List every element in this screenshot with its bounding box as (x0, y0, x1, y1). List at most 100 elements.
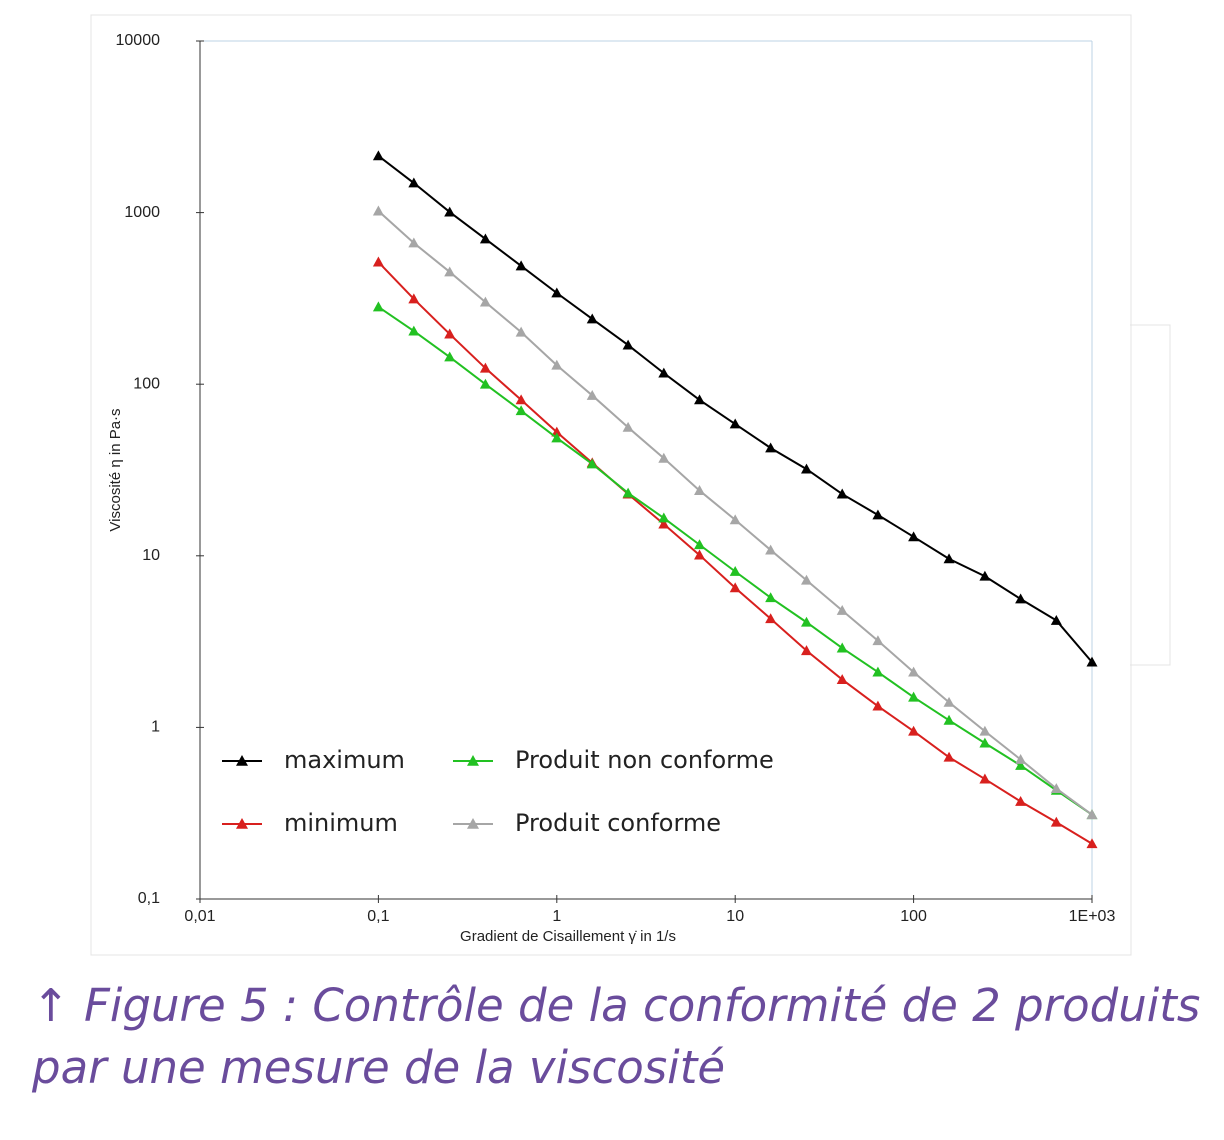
x-tick-label: 100 (900, 908, 927, 925)
data-point (908, 531, 920, 542)
data-point (515, 260, 527, 271)
y-tick-label: 10000 (116, 32, 161, 49)
y-tick-label: 1000 (124, 204, 160, 221)
data-point (622, 487, 634, 498)
data-point (979, 570, 991, 581)
data-point (872, 635, 884, 646)
data-point (801, 616, 813, 627)
data-point (1050, 816, 1062, 827)
y-tick-label: 1 (151, 719, 160, 736)
data-point (872, 666, 884, 677)
data-point (729, 418, 741, 429)
data-point (694, 485, 706, 495)
data-point (408, 293, 420, 304)
data-point (551, 359, 563, 370)
legend-marker (236, 818, 248, 829)
data-point (836, 604, 848, 615)
x-tick-label: 0,1 (367, 908, 389, 925)
data-point (658, 367, 670, 378)
data-point (658, 512, 670, 523)
data-point (1086, 838, 1098, 849)
data-point (765, 592, 777, 603)
data-point (979, 737, 991, 748)
chart-frame (90, 14, 1132, 956)
data-point (551, 287, 563, 298)
x-tick-label: 1E+03 (1069, 908, 1116, 925)
data-point (801, 645, 813, 656)
data-point (444, 206, 456, 217)
data-point (694, 549, 706, 560)
data-point (872, 700, 884, 711)
data-point (515, 326, 527, 337)
data-point (872, 509, 884, 520)
data-point (622, 339, 634, 350)
data-point (622, 421, 634, 432)
data-point (372, 256, 384, 267)
data-point (658, 518, 670, 529)
data-point (551, 432, 563, 443)
legend-label: Produit conforme (515, 809, 721, 837)
data-point (836, 488, 848, 499)
data-point (444, 266, 456, 277)
data-point (943, 696, 955, 707)
data-point (765, 442, 777, 453)
frame-decoration (1130, 324, 1171, 666)
legend-marker (467, 755, 479, 766)
x-tick-label: 10 (726, 908, 744, 925)
caption-line: ↑ Figure 5 : Contrôle de la conformité d… (32, 979, 1201, 1032)
data-point (836, 674, 848, 684)
data-point (979, 725, 991, 736)
data-point (801, 574, 813, 585)
x-axis-label: Gradient de Cisaillement γ̇ in 1/s (460, 928, 676, 945)
data-point (586, 458, 598, 469)
data-point (729, 566, 741, 576)
y-tick-label: 10 (142, 547, 160, 564)
data-point (729, 582, 741, 593)
data-point (1050, 783, 1062, 793)
x-tick-label: 0,01 (184, 908, 215, 925)
legend-label: Produit non conforme (515, 746, 774, 774)
data-point (408, 237, 420, 248)
data-point (479, 362, 491, 373)
data-point (765, 544, 777, 555)
caption-line: par une mesure de la viscosité (32, 1041, 726, 1094)
legend-label: minimum (284, 809, 398, 837)
data-point (729, 514, 741, 525)
data-point (1015, 759, 1027, 770)
chart: Gradient de Cisaillement γ̇ in 1/s Visco… (90, 14, 1171, 956)
data-point (836, 642, 848, 653)
data-point (801, 463, 813, 474)
data-point (372, 150, 384, 161)
data-point (444, 351, 456, 362)
legend-marker (236, 755, 248, 766)
data-point (408, 177, 420, 188)
x-tick-label: 1 (552, 908, 561, 925)
data-point (1050, 614, 1062, 625)
data-point (515, 405, 527, 416)
data-point (979, 773, 991, 784)
data-point (515, 394, 527, 405)
data-point (444, 328, 456, 339)
data-point (943, 553, 955, 564)
data-point (479, 296, 491, 307)
data-point (372, 301, 384, 312)
data-point (658, 452, 670, 463)
data-point (943, 751, 955, 762)
data-point (908, 725, 920, 736)
data-point (1015, 795, 1027, 806)
data-point (908, 691, 920, 702)
data-point (1015, 754, 1027, 764)
legend-label: maximum (284, 746, 405, 774)
legend-marker (467, 818, 479, 829)
data-point (586, 389, 598, 400)
data-point (1015, 593, 1027, 604)
data-point (372, 205, 384, 216)
data-point (908, 666, 920, 677)
caption: ↑ Figure 5 : Contrôle de la conformité d… (32, 975, 1212, 1099)
data-point (479, 233, 491, 244)
data-point (765, 613, 777, 624)
data-point (479, 378, 491, 389)
data-point (586, 313, 598, 324)
y-tick-label: 100 (133, 375, 160, 392)
